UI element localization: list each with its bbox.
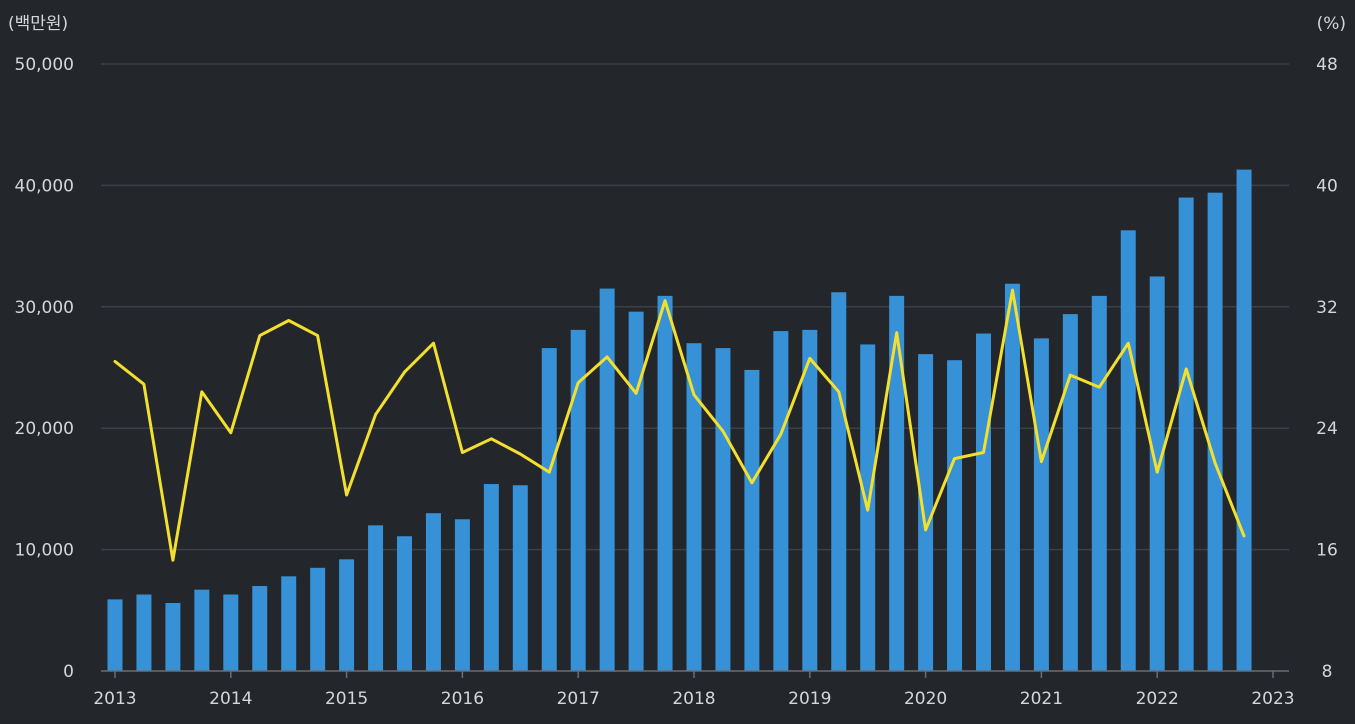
right-tick-label: 32 [1316,298,1338,318]
right-tick-label: 16 [1316,541,1338,561]
bar [889,295,905,671]
x-tick-label: 2014 [209,689,252,709]
bar [802,329,818,671]
bar [918,354,934,671]
right-axis-unit: (%) [1317,14,1346,34]
bar [744,369,760,671]
left-tick-label: 40,000 [15,176,74,196]
x-tick-label: 2018 [672,689,715,709]
bar [1120,230,1136,671]
right-tick-label: 24 [1316,419,1338,439]
bar [368,525,384,671]
bar [194,589,210,671]
x-tick-label: 2022 [1136,689,1179,709]
bar [483,484,499,671]
x-axis-ticks [114,671,1274,678]
left-tick-label: 30,000 [15,298,74,318]
x-tick-label: 2015 [325,689,368,709]
bar [628,311,644,671]
bar [1149,276,1165,671]
bar [1091,295,1107,671]
left-tick-label: 10,000 [15,541,74,561]
bar [831,292,847,671]
bar [1062,314,1078,671]
bar [339,559,355,671]
bar [715,348,731,671]
x-tick-label: 2020 [904,689,947,709]
bar [281,576,297,671]
right-tick-label: 48 [1316,55,1338,75]
left-tick-label: 20,000 [15,419,74,439]
bar [1004,283,1020,671]
bar [310,567,326,671]
bar [454,519,470,671]
x-tick-label: 2017 [557,689,600,709]
bar [976,333,991,671]
bar [252,586,268,671]
left-tick-label: 50,000 [15,55,74,75]
bar [397,536,412,671]
bar [686,343,702,671]
bar [773,331,789,671]
x-tick-label: 2016 [441,689,484,709]
line-series [113,288,1246,562]
gridlines [101,63,1289,551]
x-tick-label: 2023 [1251,689,1294,709]
bar [512,485,528,671]
left-tick-label: 0 [63,662,74,682]
bar [541,348,557,671]
bar [107,599,123,671]
bar [223,594,239,671]
right-tick-label: 8 [1322,662,1333,682]
bar [947,360,963,671]
bar [570,329,586,671]
x-tick-label: 2021 [1020,689,1063,709]
left-axis-unit: (백만원) [8,14,68,34]
bar [599,288,615,671]
bar [165,603,181,671]
bar [1207,192,1223,671]
bar-series [107,169,1252,672]
x-tick-label: 2019 [788,689,831,709]
axis-labels: 0 8 10,000 16 20,000 24 30,000 32 40,000 40 50,000… [15,55,1338,709]
bar [657,295,673,671]
bar [1178,197,1194,672]
bar [425,513,441,671]
bar [1033,338,1049,671]
bar [136,594,152,671]
right-tick-label: 40 [1316,176,1338,196]
bar [1236,169,1252,672]
x-tick-label: 2013 [93,689,136,709]
